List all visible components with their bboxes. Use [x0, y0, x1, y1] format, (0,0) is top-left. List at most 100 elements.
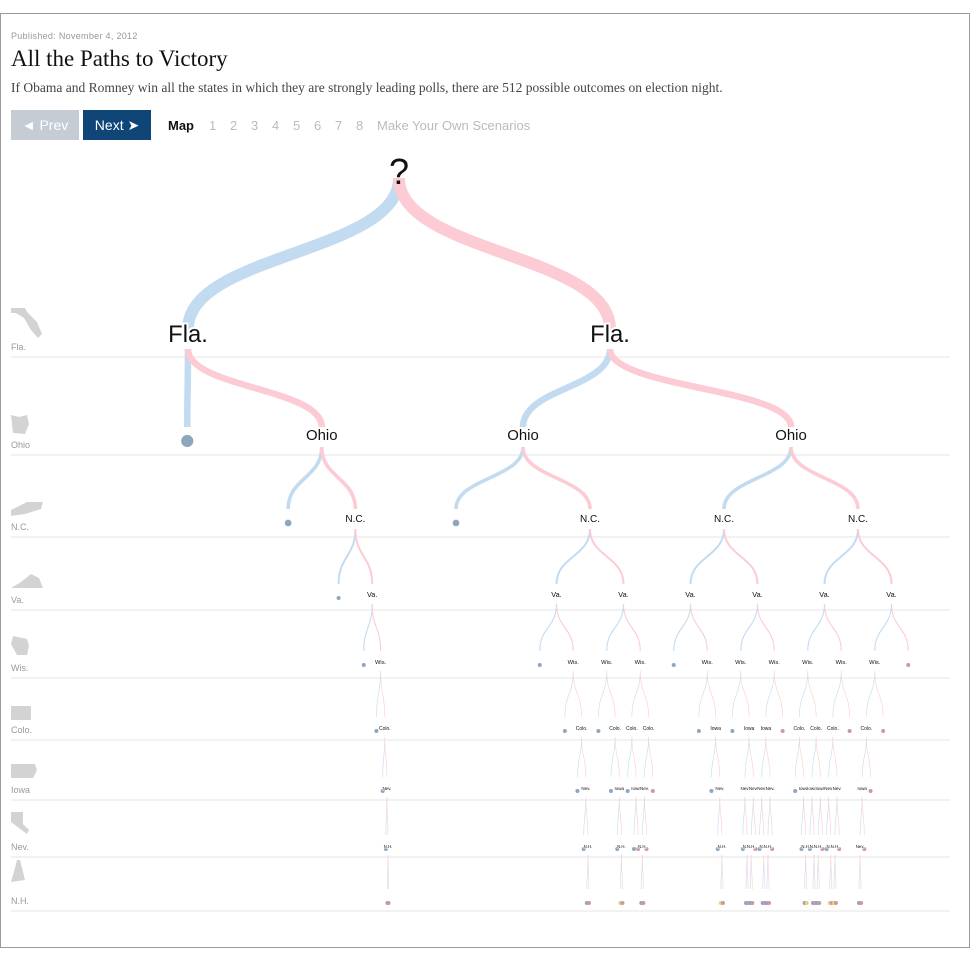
obama-branch[interactable]: [382, 736, 386, 778]
obama-win-outcome[interactable]: [361, 663, 366, 667]
obama-branch[interactable]: [598, 670, 608, 718]
obama-branch[interactable]: [859, 796, 863, 836]
obama-branch[interactable]: [801, 796, 804, 836]
obama-win-outcome[interactable]: [730, 729, 735, 733]
romney-branch[interactable]: [756, 603, 775, 652]
romney-branch[interactable]: [642, 854, 644, 890]
obama-branch[interactable]: [577, 736, 582, 778]
obama-branch[interactable]: [861, 736, 867, 778]
page-link-6[interactable]: 6: [314, 118, 322, 133]
obama-branch[interactable]: [826, 796, 829, 836]
obama-win-outcome[interactable]: [740, 847, 745, 851]
obama-win-outcome[interactable]: [596, 729, 601, 733]
obama-branch[interactable]: [616, 796, 620, 836]
obama-win-outcome[interactable]: [799, 847, 804, 851]
romney-branch[interactable]: [761, 796, 765, 836]
romney-branch[interactable]: [715, 736, 721, 778]
romney-branch[interactable]: [585, 796, 589, 836]
romney-branch[interactable]: [380, 670, 386, 718]
romney-branch[interactable]: [874, 670, 884, 718]
obama-win-outcome[interactable]: [608, 789, 613, 793]
romney-win-outcome[interactable]: [820, 847, 825, 851]
obama-win-outcome[interactable]: [757, 847, 762, 851]
romney-branch[interactable]: [387, 854, 389, 890]
obama-branch[interactable]: [583, 796, 587, 836]
romney-branch[interactable]: [840, 670, 850, 718]
romney-win-outcome[interactable]: [906, 663, 911, 667]
romney-branch[interactable]: [807, 670, 817, 718]
romney-branch[interactable]: [748, 736, 754, 778]
romney-branch[interactable]: [799, 736, 804, 778]
obama-branch[interactable]: [711, 736, 716, 778]
romney-branch[interactable]: [820, 796, 823, 836]
obama-branch[interactable]: [866, 670, 876, 718]
romney-branch[interactable]: [354, 528, 374, 585]
obama-branch[interactable]: [631, 670, 641, 718]
romney-branch[interactable]: [572, 670, 582, 718]
romney-branch[interactable]: [805, 854, 808, 890]
romney-win-outcome[interactable]: [636, 847, 641, 851]
obama-branch[interactable]: [740, 603, 759, 652]
romney-branch[interactable]: [384, 736, 388, 778]
romney-branch[interactable]: [521, 446, 592, 510]
romney-win-outcome[interactable]: [862, 847, 867, 851]
romney-branch[interactable]: [859, 854, 862, 890]
page-link-7[interactable]: 7: [335, 118, 343, 133]
obama-win-outcome[interactable]: [793, 789, 798, 793]
obama-win-outcome[interactable]: [336, 596, 341, 600]
obama-branch[interactable]: [606, 603, 625, 652]
romney-win-outcome[interactable]: [767, 901, 772, 905]
obama-branch[interactable]: [689, 528, 725, 585]
romney-win-outcome[interactable]: [620, 901, 625, 905]
obama-win-outcome[interactable]: [696, 729, 701, 733]
obama-branch[interactable]: [555, 528, 591, 585]
obama-win-outcome[interactable]: [671, 663, 676, 667]
romney-branch[interactable]: [817, 854, 820, 890]
romney-win-outcome[interactable]: [834, 901, 839, 905]
romney-branch[interactable]: [184, 348, 326, 428]
obama-branch[interactable]: [765, 670, 775, 718]
romney-branch[interactable]: [746, 854, 749, 890]
obama-win-outcome[interactable]: [581, 847, 586, 851]
obama-win-outcome[interactable]: [181, 434, 194, 448]
romney-branch[interactable]: [769, 796, 773, 836]
obama-branch[interactable]: [732, 670, 742, 718]
obama-win-outcome[interactable]: [284, 519, 292, 527]
obama-branch[interactable]: [832, 670, 842, 718]
romney-branch[interactable]: [648, 736, 654, 778]
romney-branch[interactable]: [589, 528, 625, 585]
romney-branch[interactable]: [555, 603, 574, 652]
romney-win-outcome[interactable]: [644, 847, 649, 851]
obama-branch[interactable]: [519, 348, 614, 428]
obama-branch[interactable]: [744, 736, 750, 778]
obama-win-outcome[interactable]: [562, 729, 567, 733]
obama-branch[interactable]: [811, 736, 817, 778]
romney-branch[interactable]: [753, 796, 756, 836]
obama-branch[interactable]: [807, 603, 826, 652]
obama-branch[interactable]: [627, 736, 633, 778]
romney-branch[interactable]: [622, 603, 641, 652]
next-button[interactable]: Next ➤: [83, 110, 151, 140]
romney-branch[interactable]: [606, 670, 616, 718]
romney-branch[interactable]: [767, 854, 770, 890]
romney-branch[interactable]: [721, 854, 724, 890]
romney-branch[interactable]: [719, 796, 723, 836]
romney-win-outcome[interactable]: [750, 901, 755, 905]
romney-win-outcome[interactable]: [780, 729, 785, 733]
romney-branch[interactable]: [811, 796, 815, 836]
romney-branch[interactable]: [861, 796, 865, 836]
obama-branch[interactable]: [717, 796, 721, 836]
obama-win-outcome[interactable]: [615, 847, 620, 851]
romney-branch[interactable]: [832, 736, 838, 778]
romney-branch[interactable]: [830, 854, 833, 890]
obama-branch[interactable]: [817, 796, 821, 836]
romney-branch[interactable]: [815, 736, 821, 778]
obama-branch[interactable]: [610, 736, 616, 778]
obama-win-outcome[interactable]: [631, 847, 636, 851]
romney-win-outcome[interactable]: [650, 789, 655, 793]
obama-branch[interactable]: [644, 736, 649, 778]
romney-branch[interactable]: [890, 603, 909, 652]
romney-win-outcome[interactable]: [837, 847, 842, 851]
romney-branch[interactable]: [371, 603, 382, 652]
